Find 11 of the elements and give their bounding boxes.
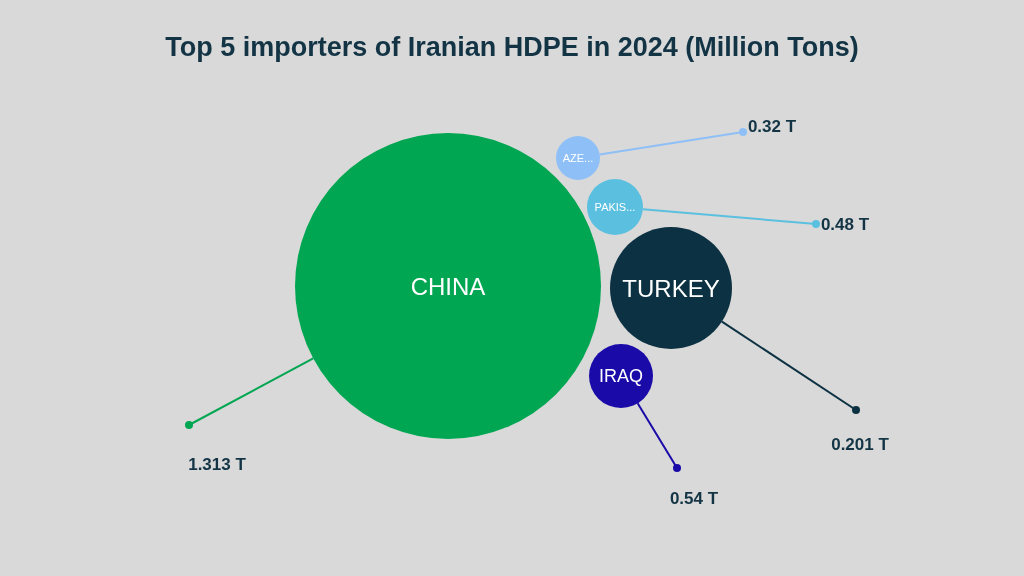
category-label: PAKIS... <box>594 201 636 213</box>
category-label: AZE... <box>562 152 594 164</box>
data-label: 0.32 T <box>747 117 797 136</box>
data-label: 1.313 T <box>188 455 247 474</box>
category-label: IRAQ <box>598 366 644 386</box>
data-label: 0.48 T <box>820 215 870 234</box>
category-label: TURKEY <box>622 274 720 302</box>
data-label: 0.54 T <box>669 489 719 508</box>
text: Top 5 importers of Iranian HDPE in 2024 (Million Tons) <box>165 32 859 62</box>
data-label: 0.201 T <box>831 435 890 454</box>
category-label: CHINA <box>410 272 486 300</box>
